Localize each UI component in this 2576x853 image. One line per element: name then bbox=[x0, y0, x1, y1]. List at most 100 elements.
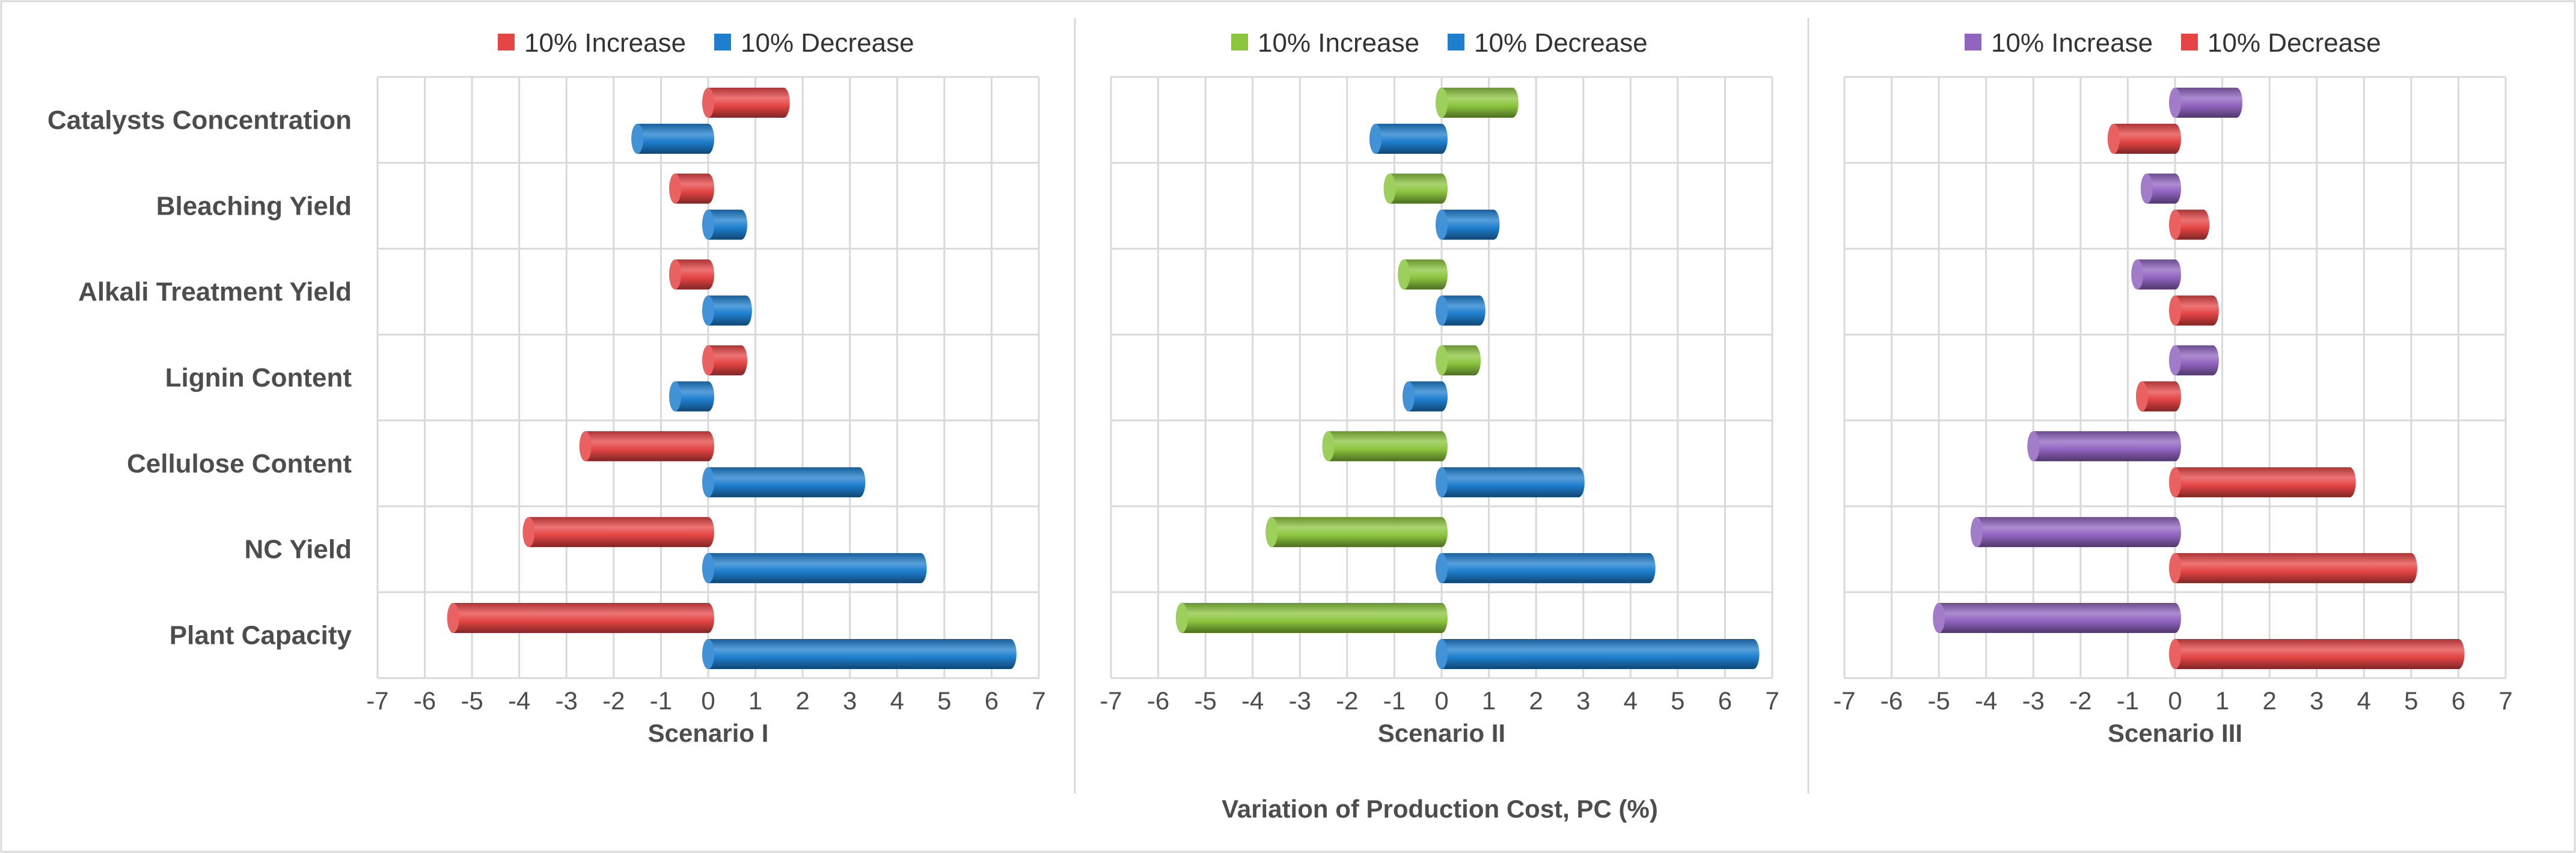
bar-cap-left bbox=[1436, 639, 1448, 669]
bar-cap-right bbox=[2230, 87, 2243, 118]
legend-label: 10% Increase bbox=[524, 28, 686, 58]
bar-cap-left bbox=[669, 259, 681, 290]
bar-cap-right bbox=[1004, 639, 1017, 669]
category-label: Lignin Content bbox=[165, 363, 352, 393]
scenario-title: Scenario I bbox=[648, 719, 769, 747]
bar-cap-left bbox=[1436, 295, 1448, 326]
bar-body bbox=[1442, 467, 1579, 498]
category-label: Cellulose Content bbox=[127, 449, 352, 478]
bar-body bbox=[2113, 123, 2175, 154]
bar-decrease bbox=[1436, 467, 1585, 498]
bar-cap-left bbox=[669, 381, 681, 412]
bar-cap-right bbox=[1436, 603, 1448, 633]
bar-increase bbox=[2169, 87, 2243, 118]
bar-increase bbox=[2169, 345, 2219, 376]
bar-cap-right bbox=[2343, 467, 2356, 498]
bar-increase bbox=[2140, 173, 2181, 204]
bar-body bbox=[453, 603, 708, 633]
bar-body bbox=[1328, 431, 1442, 462]
x-tick-label: -5 bbox=[1194, 686, 1216, 715]
bar-cap-left bbox=[1971, 517, 1983, 548]
bar-cap-right bbox=[1747, 639, 1760, 669]
bar-body bbox=[2033, 431, 2175, 462]
bar-body bbox=[1939, 603, 2175, 633]
bar-increase bbox=[1175, 603, 1448, 633]
x-tick-label: 3 bbox=[2310, 686, 2324, 715]
bar-cap-left bbox=[1398, 259, 1410, 290]
x-tick-label: -5 bbox=[1927, 686, 1950, 715]
category-label: Plant Capacity bbox=[170, 621, 352, 650]
bar-cap-right bbox=[777, 87, 790, 118]
bar-decrease bbox=[2169, 295, 2219, 326]
bar-decrease bbox=[1369, 123, 1448, 154]
bar-increase bbox=[1971, 517, 2181, 548]
bar-cap-right bbox=[735, 209, 747, 240]
bar-decrease bbox=[702, 295, 752, 326]
bar-cap-left bbox=[2169, 553, 2181, 584]
x-tick-label: -4 bbox=[1241, 686, 1264, 715]
bar-cap-left bbox=[1383, 173, 1396, 204]
bar-decrease bbox=[2136, 381, 2181, 412]
bar-decrease bbox=[2169, 209, 2210, 240]
bar-cap-right bbox=[1473, 295, 1485, 326]
x-tick-label: -2 bbox=[602, 686, 625, 715]
bar-increase bbox=[2027, 431, 2181, 462]
bar-body bbox=[1389, 173, 1442, 204]
bar-cap-right bbox=[2169, 123, 2181, 154]
legend-swatch bbox=[1965, 34, 1981, 50]
bar-body bbox=[2137, 259, 2175, 290]
scenario-title: Scenario II bbox=[1378, 719, 1505, 747]
bar-increase bbox=[2131, 259, 2181, 290]
bar-cap-left bbox=[1436, 209, 1448, 240]
bar-cap-left bbox=[2169, 87, 2181, 118]
x-tick-label: -3 bbox=[1289, 686, 1311, 715]
bar-cap-right bbox=[1469, 345, 1481, 376]
bar-cap-left bbox=[1265, 517, 1278, 548]
bar-cap-right bbox=[1436, 381, 1448, 412]
x-tick-label: 5 bbox=[2404, 686, 2418, 715]
bar-decrease bbox=[1436, 209, 1500, 240]
bar-cap-left bbox=[2136, 381, 2148, 412]
bar-decrease bbox=[1403, 381, 1448, 412]
chart-panel: -7 -6 -5 -4 -3 -2 -1 0 1 2 3 4 5 6 7 Scenario I 10% Incr… bbox=[366, 28, 1045, 747]
bar-body bbox=[585, 431, 708, 462]
bar-decrease bbox=[2169, 467, 2356, 498]
bar-increase bbox=[702, 345, 747, 376]
x-tick-label: 1 bbox=[748, 686, 762, 715]
bar-cap-right bbox=[1572, 467, 1585, 498]
x-tick-label: -5 bbox=[460, 686, 483, 715]
bar-cap-right bbox=[2206, 345, 2219, 376]
x-tick-label: 7 bbox=[2498, 686, 2512, 715]
bar-body bbox=[2175, 295, 2213, 326]
bar-cap-left bbox=[1175, 603, 1188, 633]
bar-cap-right bbox=[2405, 553, 2417, 584]
bar-body bbox=[528, 517, 708, 548]
legend-item: 10% Increase bbox=[1965, 28, 2153, 58]
x-tick-label: 0 bbox=[1434, 686, 1448, 715]
x-tick-label: -3 bbox=[555, 686, 578, 715]
bar-cap-right bbox=[2169, 603, 2181, 633]
bar-cap-right bbox=[853, 467, 866, 498]
bar-cap-left bbox=[702, 209, 714, 240]
bar-cap-right bbox=[1506, 87, 1519, 118]
x-tick-label: -7 bbox=[1100, 686, 1122, 715]
bar-body bbox=[1375, 123, 1442, 154]
legend: 10% Increase 10% Decrease bbox=[1965, 28, 2381, 58]
bar-cap-right bbox=[1436, 173, 1448, 204]
bar-cap-left bbox=[702, 467, 714, 498]
bar-cap-right bbox=[702, 123, 714, 154]
bar-cap-left bbox=[669, 173, 681, 204]
bar-cap-left bbox=[522, 517, 535, 548]
bar-cap-right bbox=[702, 517, 714, 548]
bar-increase bbox=[1265, 517, 1448, 548]
x-tick-label: 1 bbox=[1482, 686, 1496, 715]
x-tick-label: 3 bbox=[1576, 686, 1590, 715]
bar-decrease bbox=[702, 639, 1017, 669]
x-tick-label: 7 bbox=[1032, 686, 1045, 715]
bar-cap-left bbox=[1369, 123, 1381, 154]
x-tick-label: -2 bbox=[2069, 686, 2091, 715]
x-tick-label: 2 bbox=[1529, 686, 1543, 715]
bar-cap-left bbox=[2169, 345, 2181, 376]
bar-body bbox=[1442, 209, 1494, 240]
bar-body bbox=[1442, 295, 1479, 326]
